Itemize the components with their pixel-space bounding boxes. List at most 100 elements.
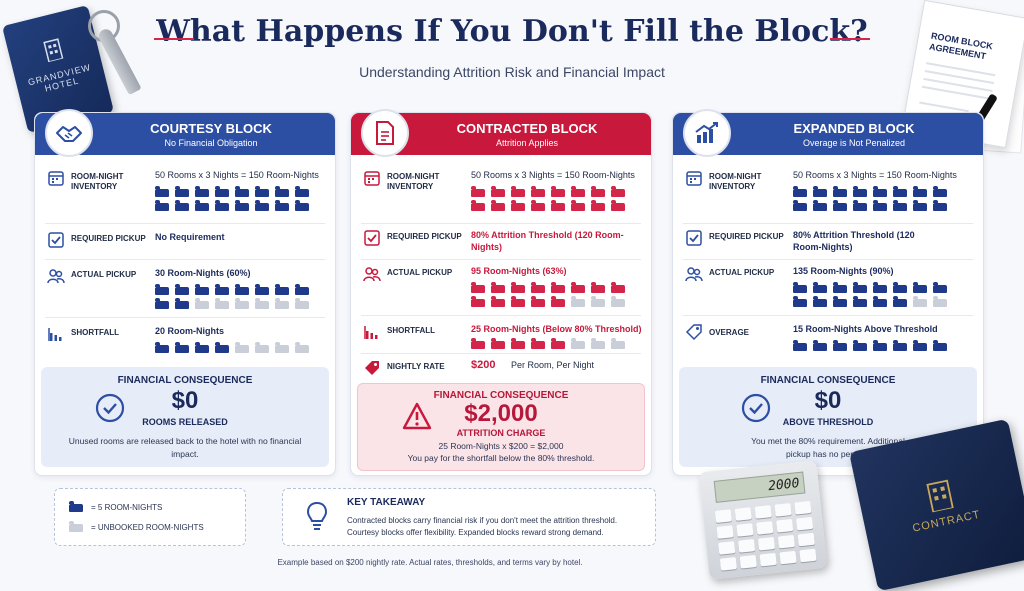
bed-booked-icon xyxy=(155,342,169,353)
lightbulb-icon xyxy=(306,501,328,530)
required-label: REQUIRED PICKUP xyxy=(709,232,784,241)
contract-folder-illustration: CONTRACT xyxy=(849,418,1024,591)
consequence-title: FINANCIAL CONSEQUENCE xyxy=(760,375,896,386)
bed-booked-icon xyxy=(255,284,269,295)
required-label: REQUIRED PICKUP xyxy=(387,232,462,241)
bed-booked-icon xyxy=(853,200,867,211)
bed-booked-icon xyxy=(235,200,249,211)
consequence-calc: 25 Room-Nights x $200 = $2,000 xyxy=(438,441,564,451)
bed-booked-icon xyxy=(611,186,625,197)
expanded-block-card: EXPANDED BLOCK Overage is Not Penalized … xyxy=(672,109,984,476)
bed-booked-icon xyxy=(793,200,807,211)
hotel-passport-illustration: GRANDVIEW HOTEL xyxy=(2,4,114,134)
consequence-title: FINANCIAL CONSEQUENCE xyxy=(117,375,253,386)
card-subtitle: Attrition Applies xyxy=(495,138,559,148)
bed-unbooked-icon xyxy=(913,296,927,307)
bed-unbooked-icon xyxy=(571,338,585,349)
bed-booked-icon xyxy=(611,282,625,293)
shortfall-beds xyxy=(155,342,309,353)
bed-booked-icon xyxy=(235,186,249,197)
checkbox-icon xyxy=(686,230,702,246)
consequence-note: You pay for the shortfall below the 80% … xyxy=(407,453,595,463)
bed-booked-icon xyxy=(511,338,525,349)
takeaway-title: KEY TAKEAWAY xyxy=(347,497,426,508)
bed-unbooked-icon xyxy=(933,296,947,307)
shortfall-value: 25 Room-Nights (Below 80% Threshold) xyxy=(471,324,642,334)
bed-booked-icon xyxy=(893,296,907,307)
inventory-beds xyxy=(155,186,309,211)
bed-unbooked-icon xyxy=(235,342,249,353)
bed-booked-icon xyxy=(793,340,807,351)
bed-booked-icon xyxy=(913,186,927,197)
bed-booked-icon xyxy=(471,282,485,293)
page-subtitle: Understanding Attrition Risk and Financi… xyxy=(359,64,665,80)
bed-booked-icon xyxy=(933,186,947,197)
calendar-icon xyxy=(48,171,64,186)
card-subtitle: No Financial Obligation xyxy=(164,138,258,148)
bed-unbooked-icon xyxy=(275,342,289,353)
title-rule-right xyxy=(830,38,870,40)
bed-booked-icon xyxy=(611,200,625,211)
growth-chart-icon xyxy=(683,109,731,157)
bed-booked-icon xyxy=(551,296,565,307)
bed-booked-icon xyxy=(215,342,229,353)
inventory-label: ROOM-NIGHT INVENTORY xyxy=(709,172,762,191)
shortfall-label: SHORTFALL xyxy=(387,326,435,335)
bed-booked-icon xyxy=(531,296,545,307)
calculator-illustration: 2000 xyxy=(698,460,828,580)
actual-beds xyxy=(155,284,309,309)
bed-booked-icon xyxy=(833,296,847,307)
bed-booked-icon xyxy=(591,200,605,211)
financial-consequence-box: FINANCIAL CONSEQUENCE $2,000 ATTRITION C… xyxy=(357,383,645,471)
bed-unbooked-icon xyxy=(275,298,289,309)
calculator-keys xyxy=(714,500,817,571)
bed-booked-icon xyxy=(295,186,309,197)
bed-booked-icon xyxy=(471,296,485,307)
price-tag-icon xyxy=(365,361,379,375)
bed-booked-icon xyxy=(155,200,169,211)
bed-unbooked-icon xyxy=(571,296,585,307)
bed-booked-icon xyxy=(195,284,209,295)
takeaway-text: Contracted blocks carry financial risk i… xyxy=(347,516,618,537)
actual-value: 95 Room-Nights (63%) xyxy=(471,266,567,276)
bed-booked-icon xyxy=(511,296,525,307)
chart-decline-icon xyxy=(48,328,62,341)
bed-booked-icon xyxy=(793,186,807,197)
legend: = 5 ROOM-NIGHTS = UNBOOKED ROOM-NIGHTS xyxy=(54,488,246,546)
inventory-value: 50 Rooms x 3 Nights = 150 Room-Nights xyxy=(471,170,635,180)
bed-booked-icon xyxy=(933,282,947,293)
consequence-amount: $0 xyxy=(171,387,199,414)
bed-booked-icon xyxy=(155,186,169,197)
handshake-icon xyxy=(45,109,93,157)
bed-booked-icon xyxy=(531,200,545,211)
bed-booked-icon xyxy=(175,200,189,211)
actual-label: ACTUAL PICKUP xyxy=(387,268,453,277)
title-rule-left xyxy=(154,38,194,40)
users-icon xyxy=(685,267,703,282)
bed-booked-icon xyxy=(255,200,269,211)
shortfall-value: 20 Room-Nights xyxy=(155,326,225,336)
calendar-icon xyxy=(364,171,380,186)
bed-booked-icon xyxy=(571,282,585,293)
bed-booked-icon xyxy=(833,340,847,351)
actual-value: 30 Room-Nights (60%) xyxy=(155,268,251,278)
consequence-amount: $2,000 xyxy=(464,400,538,427)
card-header: CONTRACTED BLOCK Attrition Applies xyxy=(351,109,651,157)
nightly-label: NIGHTLY RATE xyxy=(387,362,445,371)
bed-booked-icon xyxy=(471,338,485,349)
bed-booked-icon xyxy=(853,340,867,351)
bed-booked-icon xyxy=(873,200,887,211)
calculator-display: 2000 xyxy=(713,471,806,503)
bed-booked-icon xyxy=(813,282,827,293)
card-title: COURTESY BLOCK xyxy=(150,121,272,136)
bed-booked-icon xyxy=(873,282,887,293)
overage-value: 15 Room-Nights Above Threshold xyxy=(793,324,938,334)
bed-booked-icon xyxy=(195,200,209,211)
bed-booked-icon xyxy=(511,200,525,211)
bed-booked-icon xyxy=(833,200,847,211)
card-subtitle: Overage is Not Penalized xyxy=(802,138,906,148)
card-title: CONTRACTED BLOCK xyxy=(456,121,598,136)
bed-unbooked-icon xyxy=(611,296,625,307)
bed-booked-icon xyxy=(551,200,565,211)
bed-booked-icon xyxy=(175,284,189,295)
